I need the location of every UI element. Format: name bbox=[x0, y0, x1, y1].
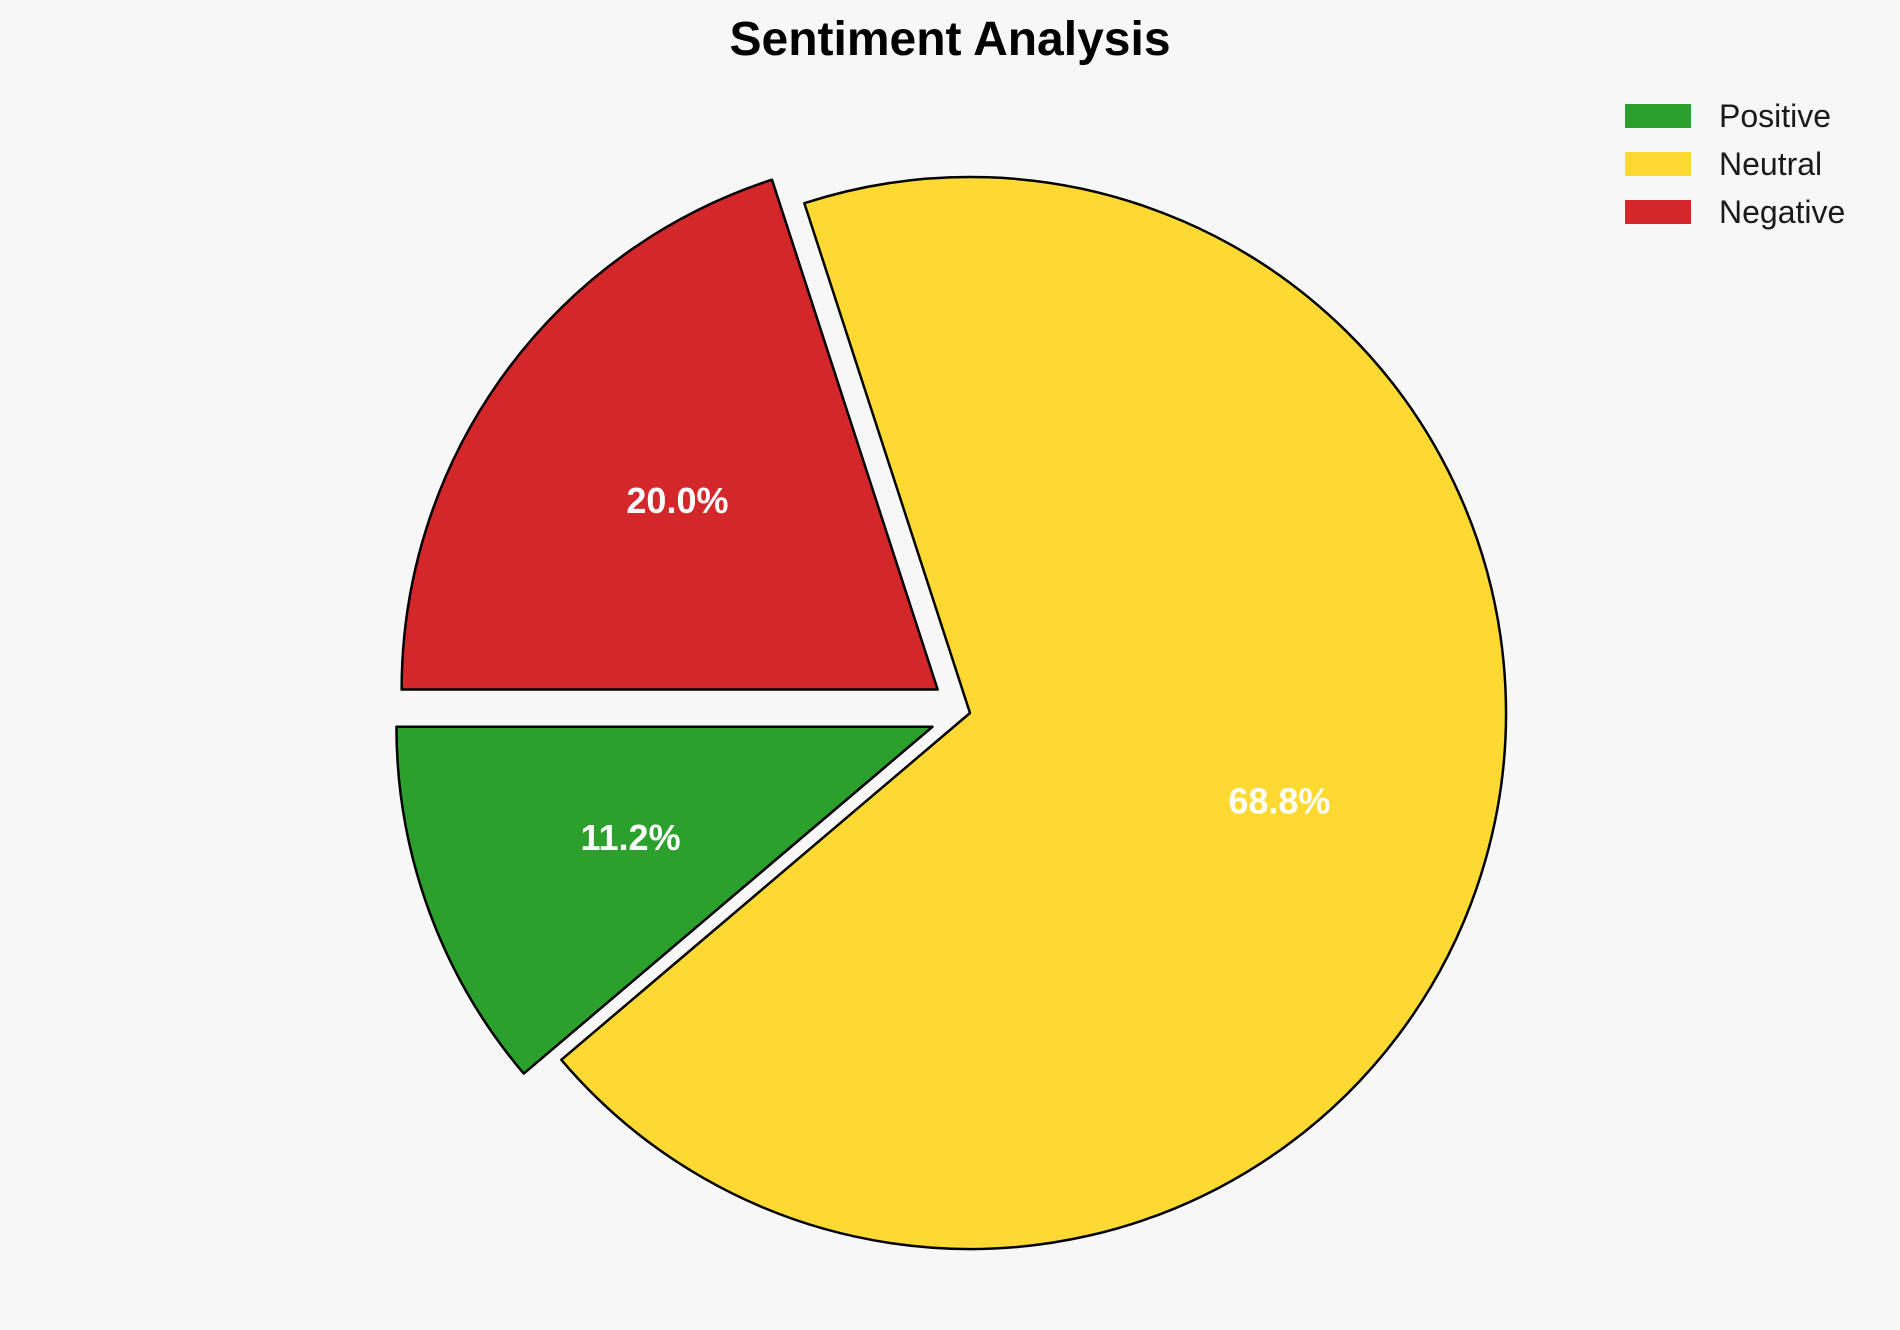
legend-label-negative: Negative bbox=[1719, 194, 1845, 230]
legend-swatch-negative bbox=[1625, 200, 1691, 224]
legend-swatch-neutral bbox=[1625, 152, 1691, 176]
legend-label-positive: Positive bbox=[1719, 98, 1831, 134]
legend: Positive Neutral Negative bbox=[1625, 98, 1845, 230]
pie-slice-labels: 11.2% 68.8% 20.0% bbox=[581, 480, 1331, 858]
pie-slice-positive bbox=[395, 725, 934, 1075]
slice-label-neutral: 68.8% bbox=[1228, 780, 1330, 821]
chart-title: Sentiment Analysis bbox=[729, 13, 1170, 66]
pie-slice-negative bbox=[400, 178, 939, 691]
slice-label-negative: 20.0% bbox=[626, 480, 728, 521]
pie-slices bbox=[395, 175, 1508, 1251]
pie-slice-neutral bbox=[560, 175, 1508, 1251]
legend-label-neutral: Neutral bbox=[1719, 146, 1822, 182]
slice-label-positive: 11.2% bbox=[581, 817, 681, 858]
legend-swatch-positive bbox=[1625, 104, 1691, 128]
